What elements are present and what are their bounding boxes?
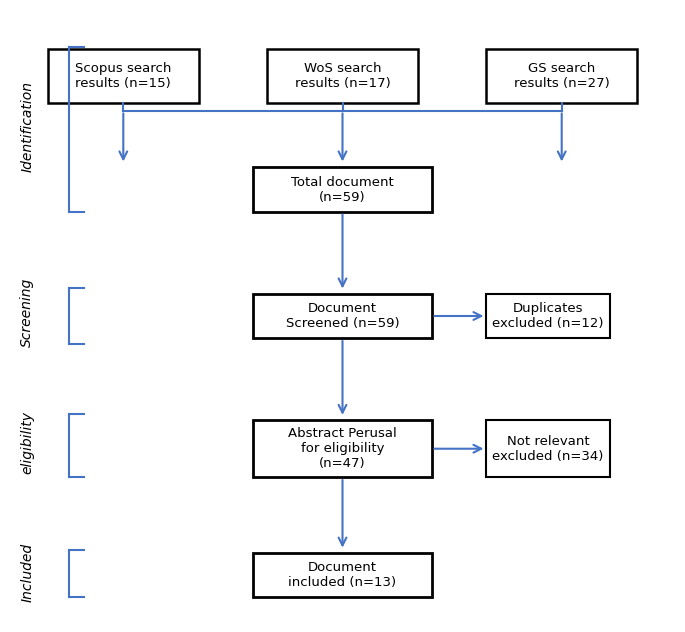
Text: WoS search
results (n=17): WoS search results (n=17) xyxy=(295,62,390,90)
FancyBboxPatch shape xyxy=(486,294,610,338)
FancyBboxPatch shape xyxy=(253,294,432,338)
Text: Screening: Screening xyxy=(21,278,34,348)
FancyBboxPatch shape xyxy=(486,49,637,102)
FancyBboxPatch shape xyxy=(486,420,610,477)
FancyBboxPatch shape xyxy=(253,167,432,212)
Text: Document
included (n=13): Document included (n=13) xyxy=(288,561,397,589)
Text: Included: Included xyxy=(21,542,34,602)
FancyBboxPatch shape xyxy=(48,49,199,102)
Text: GS search
results (n=27): GS search results (n=27) xyxy=(514,62,610,90)
Text: Abstract Perusal
for eligibility
(n=47): Abstract Perusal for eligibility (n=47) xyxy=(288,427,397,470)
FancyBboxPatch shape xyxy=(253,420,432,477)
FancyBboxPatch shape xyxy=(253,553,432,597)
Text: Document
Screened (n=59): Document Screened (n=59) xyxy=(286,302,399,330)
FancyBboxPatch shape xyxy=(267,49,418,102)
Text: eligibility: eligibility xyxy=(21,411,34,474)
Text: Not relevant
excluded (n=34): Not relevant excluded (n=34) xyxy=(493,435,603,463)
Text: Scopus search
results (n=15): Scopus search results (n=15) xyxy=(75,62,171,90)
Text: Identification: Identification xyxy=(21,81,34,172)
Text: Duplicates
excluded (n=12): Duplicates excluded (n=12) xyxy=(493,302,603,330)
Text: Total document
(n=59): Total document (n=59) xyxy=(291,176,394,204)
